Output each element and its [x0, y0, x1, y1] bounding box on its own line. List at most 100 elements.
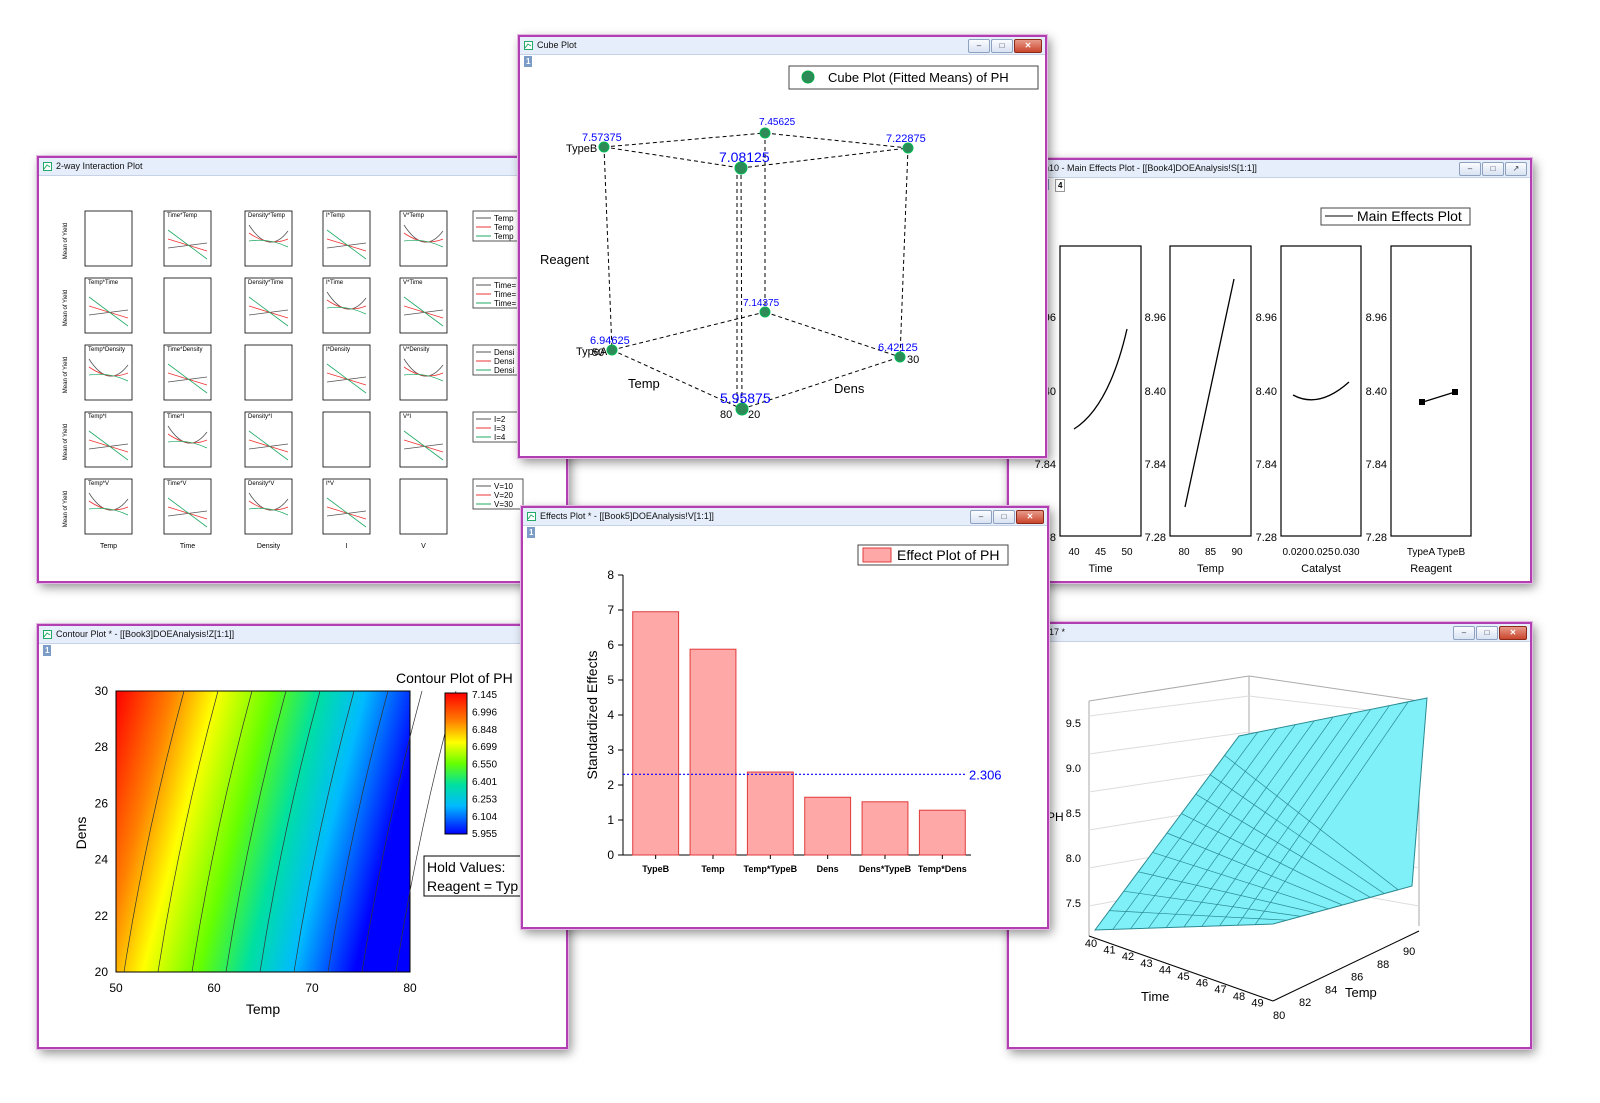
minimize-button[interactable]: – [970, 510, 992, 524]
y-axis-label: Dens [73, 817, 89, 850]
interaction-titlebar[interactable]: 2-way Interaction Plot – □ [39, 158, 566, 176]
mesh-line [1210, 774, 1385, 894]
layer-tab-1[interactable]: 1 [43, 645, 52, 656]
y-tick-label: 80 [1273, 1010, 1285, 1022]
legend-label: V=30 [494, 500, 513, 509]
cube-edge [764, 311, 901, 358]
x-tick-label: 40 [1068, 547, 1080, 558]
x-tick-label: 47 [1214, 984, 1226, 996]
x-tick-label: 60 [207, 981, 221, 995]
maximize-button[interactable]: □ [991, 39, 1013, 53]
close-button[interactable]: ✕ [1499, 626, 1527, 640]
legend-label: V=10 [494, 482, 513, 491]
legend-label: I=2 [494, 415, 506, 424]
interaction-line [88, 492, 129, 511]
mesh-line [1138, 871, 1315, 913]
surface-titlebar[interactable]: ph17 * – □ ✕ [1009, 624, 1530, 642]
main-effects-window[interactable]: ph10 - Main Effects Plot - [[Book4]DOEAn… [1007, 158, 1532, 583]
x-axis [1088, 935, 1274, 1002]
interaction-line [88, 358, 129, 377]
effects-plot-area: Effect Plot of PH 0 1 2 3 4 5 6 7 8 Standardized E… [523, 525, 1047, 927]
interaction-line [167, 510, 208, 517]
y-tick-label: 7.28 [1366, 532, 1387, 544]
surface-plot-window[interactable]: ph17 * – □ ✕ 9.5 9.0 8.5 8.0 7.5 PH 40 41 42 43 44… [1007, 622, 1532, 1049]
y-tick-label: 88 [1377, 959, 1389, 971]
interaction-line [326, 372, 367, 386]
interaction-line [167, 229, 208, 260]
graph-window-icon [43, 630, 52, 639]
layer-tab-4[interactable]: 4 [1055, 179, 1066, 192]
y-tick-label: 7.84 [1145, 459, 1166, 471]
interaction-line [403, 296, 444, 327]
interaction-line [326, 510, 367, 517]
cube-point [734, 161, 748, 175]
interaction-line [403, 305, 444, 319]
restore-button[interactable]: ↗ [1505, 162, 1527, 176]
interaction-panel [163, 210, 212, 267]
contour-line [157, 690, 219, 973]
maximize-button[interactable]: □ [1476, 626, 1498, 640]
main-effects-chart: Main Effects Plot 8.96 8.40 7.84 7.28 40 45 50 T… [1035, 207, 1472, 575]
y-tick-label: 5 [607, 673, 614, 687]
x-axis-label: Time [1141, 989, 1169, 1004]
cube-titlebar[interactable]: Cube Plot – □ ✕ [520, 37, 1045, 55]
x-tick-label: 80 [403, 981, 417, 995]
x-tick-label: TypeB [1437, 547, 1466, 558]
interaction-line [167, 363, 208, 394]
interaction-line [88, 296, 129, 327]
maximize-button[interactable]: □ [993, 510, 1015, 524]
minimize-button[interactable]: – [1453, 626, 1475, 640]
contour-plot-window[interactable]: Contour Plot * - [[Book3]DOEAnalysis!Z[1… [37, 624, 568, 1049]
minimize-button[interactable]: – [1459, 162, 1481, 176]
legend-label: I=3 [494, 424, 506, 433]
interaction-line [88, 507, 129, 516]
hold-values-title: Hold Values: [427, 859, 505, 875]
panel-title: Density*V [248, 481, 274, 487]
interaction-plot-grid: Mean of Yield Time*Temp Density*Temp I*Temp… [63, 210, 524, 550]
mesh-line [1219, 709, 1371, 927]
contour-titlebar[interactable]: Contour Plot * - [[Book3]DOEAnalysis!Z[1… [39, 626, 566, 644]
main-effect-curve [1184, 278, 1235, 508]
x-tick-label: 0.030 [1334, 547, 1359, 558]
x-tick-label: 41 [1103, 945, 1115, 957]
interaction-line [326, 229, 367, 260]
interaction-panel [399, 411, 448, 468]
mesh-line [1165, 720, 1315, 928]
cube-value: 7.14375 [743, 298, 780, 309]
panel-title: Temp*I [88, 414, 107, 420]
cube-edge [603, 132, 766, 148]
cube-point [606, 344, 618, 356]
close-button[interactable]: ✕ [1014, 39, 1042, 53]
maximize-button[interactable]: □ [1482, 162, 1504, 176]
graph-window-icon [43, 162, 52, 171]
effects-titlebar[interactable]: Effects Plot * - [[Book5]DOEAnalysis!V[1… [523, 508, 1047, 526]
interaction-line [326, 497, 367, 528]
x-tick-label: Dens [817, 864, 839, 874]
cube-chart: Cube Plot (Fitted Means) of PH 7.57375 7.4… [540, 65, 1039, 421]
main-effects-titlebar[interactable]: ph10 - Main Effects Plot - [[Book4]DOEAn… [1009, 160, 1530, 178]
minimize-button[interactable]: – [968, 39, 990, 53]
interaction-line [248, 305, 289, 319]
interaction-panel [322, 344, 371, 401]
colorbar-label: 7.145 [472, 690, 497, 701]
row-y-label: Mean of Yield [63, 424, 69, 460]
column-label: Density [257, 543, 281, 550]
x-axis-label: Temp [246, 1001, 280, 1017]
x-tick-label: TypeB [642, 864, 669, 874]
close-button[interactable]: ✕ [1016, 510, 1044, 524]
cube-plot-window[interactable]: Cube Plot – □ ✕ 1 Cube Plot (Fitted Mean… [518, 35, 1047, 458]
panel-title: Density*I [248, 414, 272, 420]
cube-point [759, 127, 771, 139]
effects-plot-window[interactable]: Effects Plot * - [[Book5]DOEAnalysis!V[1… [521, 506, 1049, 929]
contour-line [327, 690, 389, 973]
x-tick-label: 90 [1231, 547, 1243, 558]
contour-line [225, 690, 287, 973]
y-tick-label: 26 [95, 796, 109, 810]
layer-tab-1[interactable]: 1 [524, 56, 533, 67]
interaction-line [167, 506, 208, 520]
interaction-plot-window[interactable]: 2-way Interaction Plot – □ Mean of Yield… [37, 156, 568, 583]
layer-tab-1[interactable]: 1 [527, 527, 536, 538]
mesh-line [1254, 701, 1409, 925]
cube-value: 7.45625 [759, 117, 796, 128]
window-title: ph17 * [1039, 627, 1066, 637]
